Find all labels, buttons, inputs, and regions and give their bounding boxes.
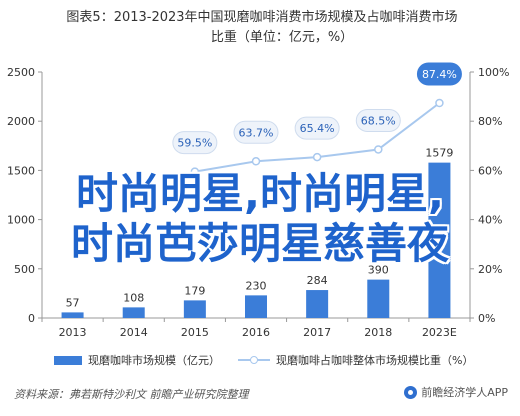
x-tick-label: 2015 — [181, 326, 209, 339]
bar-value-label: 179 — [184, 284, 205, 297]
y-left-tick-label: 0 — [28, 312, 35, 325]
share-point — [435, 98, 444, 108]
x-tick-label: 2023E — [422, 326, 457, 339]
y-left-tick-label: 1500 — [7, 164, 35, 177]
y-right-tick-label: 40% — [478, 214, 502, 227]
chart-title: 图表5：2013-2023年中国现磨咖啡消费市场规模及占咖啡消费市场 比重（单位… — [14, 8, 510, 48]
brand-label: 前瞻经济学人APP — [421, 386, 508, 399]
share-label-bubble — [233, 120, 279, 144]
bar-value-label: 390 — [368, 264, 389, 277]
share-point-label: 65.4% — [300, 122, 335, 135]
overlay-line-1: 时尚明星,时尚明星, — [76, 169, 444, 218]
share-point-label: 59.5% — [177, 137, 212, 150]
title-line-1: 图表5：2013-2023年中国现磨咖啡消费市场规模及占咖啡消费市场 — [66, 10, 458, 25]
bar — [428, 162, 451, 318]
overlay-text-a: 时尚明星,时尚明星, — [0, 160, 520, 221]
brand-mark: 前瞻经济学人APP — [404, 384, 508, 400]
share-label-bubble — [416, 62, 462, 86]
share-label-bubble — [294, 116, 340, 140]
x-tick-label: 2017 — [303, 326, 331, 339]
share-point — [374, 145, 383, 154]
title-line-2: 比重（单位：亿元，%） — [210, 30, 354, 45]
legend-line-label: 现磨咖啡占咖啡整体市场规模比重（%） — [276, 354, 474, 367]
bar-value-label: 284 — [307, 274, 328, 287]
legend-bar-label: 现磨咖啡市场规模（亿元） — [88, 354, 220, 367]
bar — [245, 295, 267, 318]
bar — [183, 300, 206, 318]
combo-chart: 0 500 1000 1500 2000 2500 0% 20% 40% 60% 80% 100% 20… — [7, 62, 509, 339]
share-point-label: 68.5% — [361, 114, 396, 127]
share-point — [312, 152, 322, 162]
share-label-bubble — [172, 131, 218, 155]
y-left-tick-label: 2500 — [7, 66, 35, 79]
x-tick-label: 2014 — [120, 326, 148, 339]
x-tick-label: 2016 — [242, 326, 270, 339]
share-point-label: 63.7% — [239, 126, 274, 139]
source-note: 资料来源：弗若斯特沙利文 前瞻产业研究院整理 — [14, 388, 249, 401]
bar-value-label: 108 — [123, 291, 144, 304]
y-right-tick-label: 100% — [478, 66, 509, 79]
y-right-tick-label: 80% — [478, 115, 502, 128]
overlay-line-2: 时尚芭莎明星慈善夜 — [70, 219, 449, 268]
share-label-bubble — [355, 108, 401, 132]
legend-line-swatch — [238, 355, 270, 365]
brand-logo-icon — [404, 385, 418, 399]
y-right-tick-label: 20% — [478, 263, 502, 276]
y-left-tick-label: 2000 — [7, 115, 35, 128]
bar-value-label: 1579 — [425, 147, 453, 160]
legend-bar-swatch — [54, 355, 82, 365]
bar — [61, 312, 84, 318]
share-point-label: 87.4% — [422, 68, 457, 81]
x-tick-label: 2018 — [364, 326, 392, 339]
bar — [306, 290, 329, 318]
bar — [122, 307, 145, 318]
y-left-tick-label: 1000 — [7, 214, 35, 227]
y-left-tick-label: 500 — [14, 263, 35, 276]
bar — [367, 279, 390, 318]
x-tick-label: 2013 — [59, 326, 87, 339]
overlay-text-b: 时尚芭莎明星慈善夜 — [0, 210, 520, 271]
y-right-tick-label: 60% — [478, 164, 502, 177]
bar-value-label: 57 — [66, 296, 80, 309]
bar-value-label: 230 — [246, 279, 267, 292]
share-point — [190, 167, 200, 176]
share-point — [251, 157, 261, 166]
y-right-tick-label: 0% — [478, 312, 495, 325]
chart-legend: 现磨咖啡市场规模（亿元） 现磨咖啡占咖啡整体市场规模比重（%） — [54, 352, 473, 368]
